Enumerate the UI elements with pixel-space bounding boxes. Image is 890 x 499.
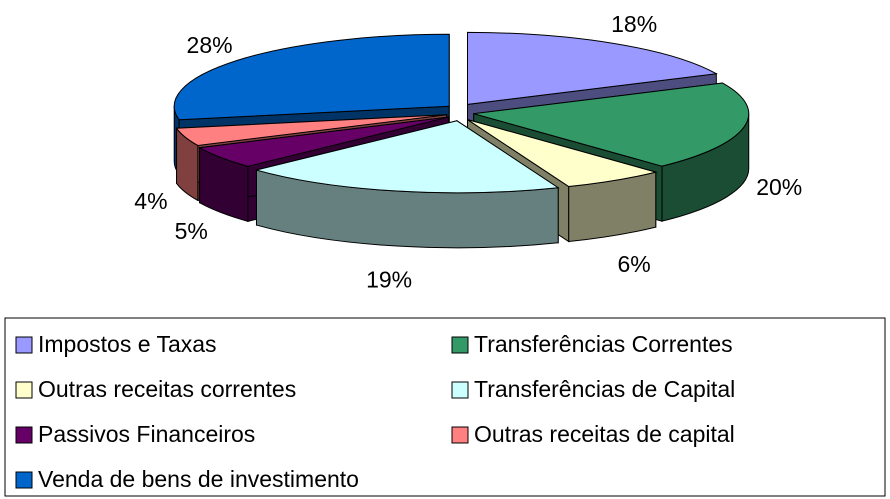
data-label: 4% bbox=[134, 188, 167, 214]
data-label: 5% bbox=[175, 218, 208, 244]
legend-swatch bbox=[451, 336, 469, 354]
slice-top bbox=[173, 33, 450, 121]
slice-top bbox=[467, 31, 718, 105]
slice-top bbox=[198, 116, 449, 167]
pie bbox=[173, 31, 750, 249]
legend-swatch bbox=[15, 471, 33, 489]
data-label: 6% bbox=[618, 251, 651, 277]
legend-label: Outras receitas correntes bbox=[38, 376, 296, 402]
legend-swatch bbox=[451, 426, 469, 444]
legend-label: Transferências de Capital bbox=[474, 376, 735, 402]
data-label: 19% bbox=[366, 266, 412, 292]
slice bbox=[254, 119, 560, 249]
slice-top bbox=[467, 119, 658, 188]
slice-top bbox=[473, 82, 750, 167]
legend-swatch bbox=[15, 336, 33, 354]
legend-label: Outras receitas de capital bbox=[474, 421, 735, 447]
slice-top bbox=[175, 114, 447, 146]
legend-swatch bbox=[15, 381, 33, 399]
data-label: 28% bbox=[187, 32, 233, 58]
legend-label: Transferências Correntes bbox=[474, 331, 733, 357]
legend-label: Passivos Financeiros bbox=[38, 421, 255, 447]
legend-label: Venda de bens de investimento bbox=[38, 466, 359, 492]
legend-swatch bbox=[451, 381, 469, 399]
slice-top bbox=[254, 120, 560, 194]
legend-label: Impostos e Taxas bbox=[38, 331, 217, 357]
legend-swatch bbox=[15, 426, 33, 444]
data-label: 20% bbox=[756, 174, 802, 200]
legend-box bbox=[4, 317, 886, 497]
data-label: 18% bbox=[611, 11, 657, 37]
